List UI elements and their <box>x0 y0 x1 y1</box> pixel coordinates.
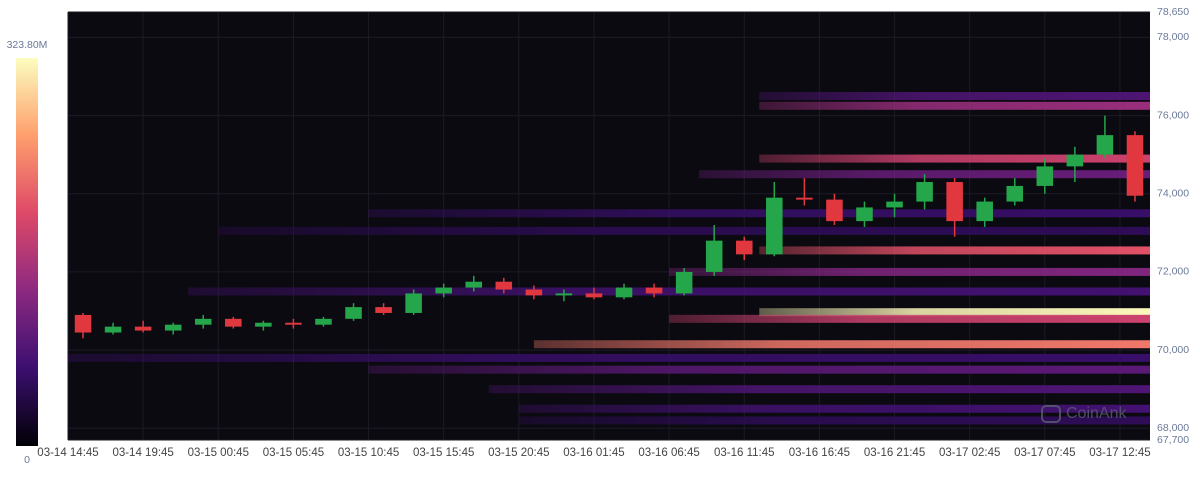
candle-body <box>976 201 993 222</box>
candle-body <box>1006 185 1024 202</box>
candle-body <box>194 318 212 325</box>
heatmap-band <box>218 226 1150 235</box>
heatmap-band <box>759 246 1150 255</box>
candle-body <box>375 307 392 313</box>
candle-body <box>886 201 903 208</box>
candle-body <box>104 326 122 333</box>
heatmap-band <box>368 365 1150 374</box>
heatmap-band <box>759 308 1150 317</box>
x-tick-label: 03-15 00:45 <box>188 447 249 459</box>
candle-body <box>766 197 783 255</box>
candle-body <box>164 324 182 331</box>
x-tick-label: 03-16 21:45 <box>864 447 925 459</box>
x-tick-label: 03-16 16:45 <box>789 447 850 459</box>
y-tick-label: 68,000 <box>1157 422 1189 434</box>
heatmap-band <box>188 287 1150 296</box>
candle-body <box>615 287 633 298</box>
candle-body <box>916 182 933 202</box>
y-tick-label: 72,000 <box>1157 266 1189 278</box>
x-tick-label: 03-15 20:45 <box>488 447 549 459</box>
candle-body <box>225 318 242 327</box>
candle-body <box>585 293 603 298</box>
heatmap-band <box>669 267 1150 276</box>
x-tick-label: 03-16 01:45 <box>563 447 624 459</box>
y-tick-label: 74,000 <box>1157 188 1189 200</box>
x-tick-label: 03-16 06:45 <box>638 447 699 459</box>
y-tick-label: 78,650 <box>1157 6 1189 18</box>
candle-body <box>315 318 332 325</box>
x-tick-label: 03-14 14:45 <box>37 447 98 459</box>
candle-body <box>435 287 452 294</box>
colorbar-max-label: 323.80M <box>7 39 48 51</box>
heatmap-band <box>759 101 1150 110</box>
candle-body <box>1066 154 1084 167</box>
y-tick-label: 67,700 <box>1157 434 1189 446</box>
heatmap-band <box>533 340 1150 349</box>
x-tick-label: 03-14 19:45 <box>112 447 173 459</box>
candle-body <box>856 207 873 222</box>
candle-body <box>405 293 422 313</box>
heatmap-band <box>759 154 1150 163</box>
colorbar-min-label: 0 <box>24 454 30 466</box>
x-tick-label: 03-15 15:45 <box>413 447 474 459</box>
heatmap-band <box>488 385 1150 394</box>
candle-body <box>705 240 723 272</box>
x-tick-label: 03-16 11:45 <box>714 447 775 459</box>
candle-body <box>345 307 362 319</box>
plot-background <box>68 12 1150 440</box>
heatmap-band <box>759 92 1150 101</box>
candle-body <box>826 199 843 222</box>
x-tick-label: 03-17 07:45 <box>1014 447 1075 459</box>
candle-body <box>525 289 543 296</box>
heatmap-band <box>68 353 1150 362</box>
colorbar <box>16 58 38 446</box>
candle-body <box>796 197 813 200</box>
candle-body <box>495 281 513 290</box>
y-tick-label: 76,000 <box>1157 109 1189 121</box>
x-tick-label: 03-15 10:45 <box>338 447 399 459</box>
x-tick-label: 03-17 12:45 <box>1089 447 1150 459</box>
candle-body <box>255 322 272 327</box>
candle-body <box>946 182 963 222</box>
candle-body <box>134 326 152 331</box>
y-tick-label: 70,000 <box>1157 344 1189 356</box>
candle-body <box>555 293 573 296</box>
watermark-logo <box>1041 405 1061 423</box>
x-tick-label: 03-17 02:45 <box>939 447 1000 459</box>
candle-body <box>645 287 663 294</box>
heatmap-band <box>669 314 1150 323</box>
candle-body <box>465 281 483 288</box>
candle-body <box>1036 166 1054 186</box>
candle-body <box>1096 135 1114 155</box>
heatmap-band <box>518 416 1150 425</box>
y-tick-label: 78,000 <box>1157 31 1189 43</box>
candle-body <box>735 240 753 255</box>
watermark: CoinAnk <box>1066 405 1127 422</box>
candle-body <box>1126 135 1144 196</box>
candle-body <box>285 322 302 325</box>
heatmap-band <box>518 404 1150 413</box>
candle-body <box>675 271 693 294</box>
candle-body <box>74 314 92 333</box>
heatmap-band <box>368 209 1150 218</box>
x-tick-label: 03-15 05:45 <box>263 447 324 459</box>
